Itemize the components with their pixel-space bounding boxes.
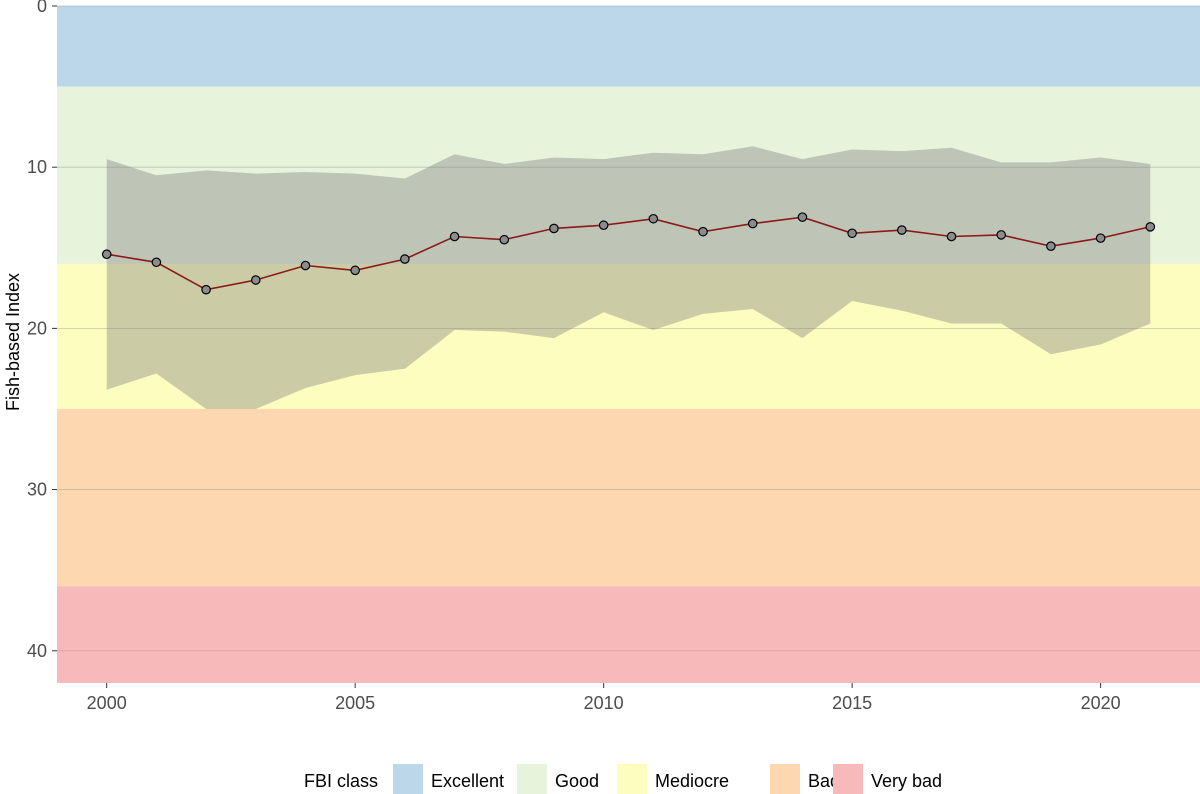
data-point-2019: [1046, 241, 1056, 251]
y-axis-title: Fish-based Index: [3, 273, 23, 411]
legend-label-good: Good: [555, 771, 599, 791]
data-points: [101, 212, 1156, 295]
y-axis: 0 10 20 30 40: [27, 0, 57, 661]
data-point-2003: [250, 275, 261, 285]
legend-title: FBI class: [304, 771, 378, 791]
legend-label-excellent: Excellent: [431, 771, 504, 791]
data-point-2007: [449, 231, 460, 242]
legend-key-excellent: [393, 764, 423, 794]
data-point-2011: [648, 213, 659, 224]
uncertainty-ribbon: [106, 146, 1151, 409]
band-mediocre: [57, 263, 1200, 409]
band-excellent: [57, 6, 1200, 87]
data-point-2006: [400, 254, 410, 264]
x-tick-label-2010: 2010: [584, 693, 624, 713]
x-tick-label-2020: 2020: [1081, 693, 1121, 713]
legend-key-bad: [770, 764, 800, 794]
y-tick-label-30: 30: [27, 480, 47, 500]
data-point-2018: [996, 230, 1007, 240]
series-line: [106, 216, 1151, 291]
data-point-2012: [698, 226, 708, 237]
y-tick-label-40: 40: [27, 641, 47, 661]
data-point-2004: [300, 260, 311, 271]
data-point-2015: [847, 228, 857, 239]
series-polyline: [106, 216, 1151, 291]
legend-label-very-bad: Very bad: [871, 771, 942, 791]
legend-label-mediocre: Mediocre: [655, 771, 729, 791]
class-bands: [57, 6, 1200, 683]
data-point-2020: [1095, 233, 1106, 243]
legend-key-mediocre: [617, 764, 647, 794]
x-axis: 2000 2005 2010 2015 2020: [87, 683, 1121, 713]
y-tick-label-20: 20: [27, 318, 47, 338]
data-point-2014: [797, 212, 808, 222]
data-point-2000: [101, 249, 112, 260]
y-tick-label-0: 0: [37, 0, 47, 16]
band-very-bad: [57, 586, 1200, 683]
gridlines: [57, 5, 1200, 652]
y-tick-label-10: 10: [27, 157, 47, 177]
data-point-2001: [151, 257, 162, 268]
data-point-2002: [201, 284, 211, 295]
data-point-2021: [1145, 222, 1156, 232]
data-point-2009: [549, 223, 559, 234]
data-point-2010: [598, 220, 609, 231]
x-tick-label-2015: 2015: [832, 693, 872, 713]
data-point-2005: [350, 265, 360, 276]
legend: FBI class Excellent Good Mediocre Bad Very b…: [304, 764, 942, 794]
band-good: [57, 86, 1200, 264]
ribbon-area: [106, 146, 1151, 409]
legend-key-very-bad: [833, 764, 863, 794]
legend-key-good: [517, 764, 547, 794]
x-tick-label-2000: 2000: [87, 693, 127, 713]
data-point-2017: [946, 231, 957, 242]
x-tick-label-2005: 2005: [335, 693, 375, 713]
legend-label-bad: Bad: [808, 771, 840, 791]
data-point-2013: [747, 218, 758, 229]
band-bad: [57, 408, 1200, 587]
data-point-2008: [499, 234, 510, 245]
data-point-2016: [897, 225, 907, 235]
